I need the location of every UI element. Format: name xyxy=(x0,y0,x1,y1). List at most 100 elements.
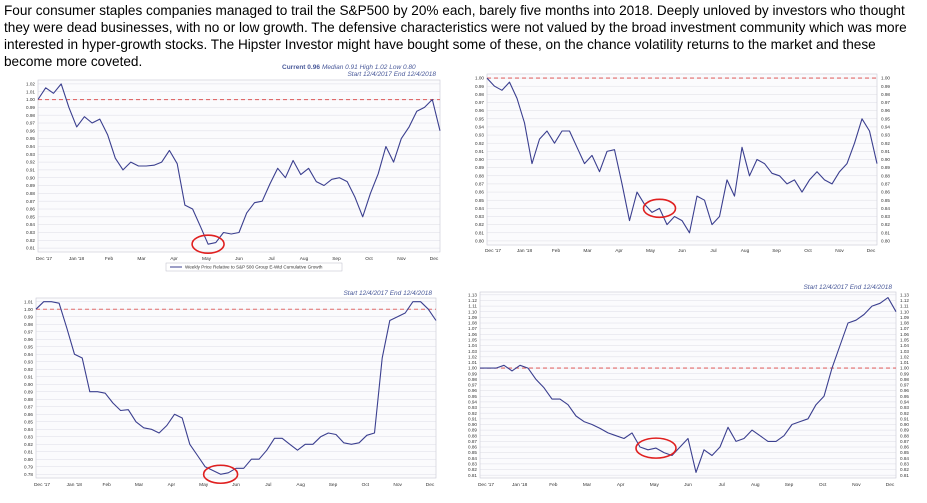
chart-1-x-tick-label: Dec '17 xyxy=(36,256,52,262)
chart-1-highlight-circle xyxy=(191,234,225,254)
chart-2-y-tick-label-right: 0.98 xyxy=(881,92,890,97)
chart-2-y-tick-label: 0.96 xyxy=(475,108,484,113)
chart-2-y-tick-label: 1.00 xyxy=(475,76,484,81)
chart-3-y-tick-label: 0.96 xyxy=(24,337,33,342)
chart-2-x-tick-label: Feb xyxy=(552,248,561,254)
chart-2-y-tick-label: 0.99 xyxy=(475,84,484,89)
chart-1-y-tick-label: 0.96 xyxy=(26,128,35,133)
chart-1-x-tick-label: Mar xyxy=(137,256,146,262)
chart-3-y-tick-label: 0.81 xyxy=(24,449,33,454)
chart-2-y-tick-label-right: 0.84 xyxy=(881,206,890,211)
chart-4-y-tick-label-right: 1.11 xyxy=(900,304,909,309)
chart-panel-4: 1.13 1.12 1.11 1.10 1.09 1.08 1.07 1.06 1.05 1.04… xyxy=(450,282,927,494)
chart-2-y-tick-label-right: 0.82 xyxy=(881,222,890,227)
chart-4-y-tick-label-right: 1.04 xyxy=(900,343,909,348)
chart-2-y-tick-label: 0.87 xyxy=(475,182,484,187)
chart-3-y-tick-label: 0.93 xyxy=(24,359,33,364)
chart-1-y-tick-label: 0.93 xyxy=(26,152,35,157)
chart-1-x-tick-label: Sep xyxy=(332,256,341,262)
chart-3-y-tick-label: 0.82 xyxy=(24,442,33,447)
chart-3-y-tick-label: 0.92 xyxy=(24,367,33,372)
chart-4-y-tick-label-right: 1.01 xyxy=(900,360,909,365)
chart-1-x-tick-label: Jun xyxy=(235,256,243,262)
chart-3-y-tick-label: 0.78 xyxy=(24,472,33,477)
chart-4-y-tick-label-right: 0.99 xyxy=(900,371,909,376)
chart-2-y-tick-label-right: 0.85 xyxy=(881,198,890,203)
chart-4-y-tick-label: 1.04 xyxy=(468,343,477,348)
chart-4-y-tick-label-right: 0.96 xyxy=(900,388,909,393)
chart-4-x-tick-label: Mar xyxy=(583,482,592,488)
chart-4-y-tick-label: 0.89 xyxy=(468,428,477,433)
chart-4-y-tick-label-right: 0.94 xyxy=(900,400,909,405)
chart-3-x-tick-label: Jan '18 xyxy=(67,482,83,488)
chart-1-x-tick-label: Jan '18 xyxy=(69,256,85,262)
chart-2-y-tick-label: 0.84 xyxy=(475,206,484,211)
chart-2-y-tick-label: 0.80 xyxy=(475,239,484,244)
chart-4-y-tick-label: 1.03 xyxy=(468,349,477,354)
chart-4-series-line xyxy=(480,297,897,473)
chart-3-x-tick-label: Dec '17 xyxy=(34,482,50,488)
chart-4-y-tick-label-right: 1.08 xyxy=(900,321,909,326)
chart-4-y-tick-label: 0.96 xyxy=(468,388,477,393)
chart-1-y-tick-label: 0.88 xyxy=(26,191,35,196)
chart-3-x-tick-label: Aug xyxy=(296,482,305,488)
chart-1-plot-area xyxy=(37,79,441,253)
chart-3-x-tick-label: Jun xyxy=(232,482,240,488)
chart-4-y-tick-label-right: 0.81 xyxy=(900,473,909,478)
chart-2-y-tick-label-right: 0.91 xyxy=(881,149,890,154)
chart-2-svg: 1.00 0.99 0.98 0.97 0.96 0.95 0.94 0.93 0.92 0.91… xyxy=(475,73,890,254)
chart-1-y-tick-label: 0.83 xyxy=(26,230,35,235)
chart-4-y-tick-label: 1.01 xyxy=(468,360,477,365)
chart-3-y-tick-label: 0.85 xyxy=(24,419,33,424)
chart-4-y-tick-label: 0.94 xyxy=(468,400,477,405)
chart-2-y-tick-label: 0.86 xyxy=(475,190,484,195)
chart-4-y-tick-label: 1.00 xyxy=(468,366,477,371)
chart-2-y-tick-label-right: 0.90 xyxy=(881,157,890,162)
chart-4-y-tick-label-right: 1.05 xyxy=(900,338,909,343)
chart-4-svg: 1.131.121.111.101.091.081.071.061.051.04… xyxy=(468,284,909,488)
chart-4-y-tick-label-right: 0.86 xyxy=(900,445,909,450)
chart-4-y-tick-label: 1.02 xyxy=(468,354,477,359)
chart-2-x-tick-label: Dec '17 xyxy=(485,248,501,254)
chart-1-legend-box xyxy=(165,262,343,272)
chart-2-y-tick-label-right: 0.94 xyxy=(881,125,890,130)
chart-3-y-tick-label: 1.01 xyxy=(24,299,33,304)
chart-1-y-tick-label: 0.98 xyxy=(26,113,35,118)
chart-3-x-tick-label: Mar xyxy=(135,482,144,488)
chart-3-plot-area xyxy=(35,297,437,479)
chart-4-x-tick-label: Feb xyxy=(549,482,558,488)
chart-2-x-tick-label: Jun xyxy=(678,248,686,254)
chart-1-x-tick-label: Dec xyxy=(430,256,439,262)
chart-3-series-line xyxy=(35,301,437,475)
chart-4-y-tick-label: 0.87 xyxy=(468,439,477,444)
chart-2-y-tick-label: 0.93 xyxy=(475,133,484,138)
chart-2-y-tick-label-right: 0.99 xyxy=(881,84,890,89)
chart-4-y-tick-label: 0.97 xyxy=(468,383,477,388)
chart-4-y-tick-label: 0.83 xyxy=(468,462,477,467)
chart-4-x-tick-label: Oct xyxy=(819,482,827,488)
chart-4-y-tick-label-right: 0.90 xyxy=(900,422,909,427)
chart-3-y-tick-label: 0.94 xyxy=(24,352,33,357)
chart-4-y-tick-label: 0.90 xyxy=(468,422,477,427)
chart-4-y-tick-label: 0.88 xyxy=(468,433,477,438)
chart-2-x-tick-label: Nov xyxy=(835,248,844,254)
chart-4-x-tick-label: May xyxy=(650,482,660,488)
chart-4-y-tick-label: 1.05 xyxy=(468,338,477,343)
chart-panel-2: 1.00 0.99 0.98 0.97 0.96 0.95 0.94 0.93 0.92 0.91… xyxy=(465,62,927,262)
chart-2-y-tick-label: 0.85 xyxy=(475,198,484,203)
chart-4-y-tick-label-right: 1.13 xyxy=(900,292,909,297)
chart-3-y-tick-label: 0.79 xyxy=(24,464,33,469)
chart-2-y-tick-label: 0.88 xyxy=(475,173,484,178)
chart-3-y-tick-label: 0.89 xyxy=(24,389,33,394)
chart-1-x-tick-label: May xyxy=(202,256,212,262)
chart-2-y-tick-label-right: 0.93 xyxy=(881,133,890,138)
chart-2-y-tick-label: 0.83 xyxy=(475,214,484,219)
chart-1-legend-label: Weekly Price Relative to S&P 500 Group E… xyxy=(185,265,323,270)
chart-3-svg: 1.01 1.00 0.99 0.98 0.97 0.96 0.95 0.94 0.93 0.92… xyxy=(24,290,437,488)
chart-4-x-tick-label: Apr xyxy=(617,482,625,488)
chart-1-x-tick-label: Apr xyxy=(170,256,178,262)
chart-4-y-tick-label: 1.11 xyxy=(468,304,477,309)
chart-4-y-tick-label: 0.95 xyxy=(468,394,477,399)
chart-1-y-tick-label: 1.01 xyxy=(26,89,35,94)
chart-4-y-tick-label-right: 1.00 xyxy=(900,366,909,371)
